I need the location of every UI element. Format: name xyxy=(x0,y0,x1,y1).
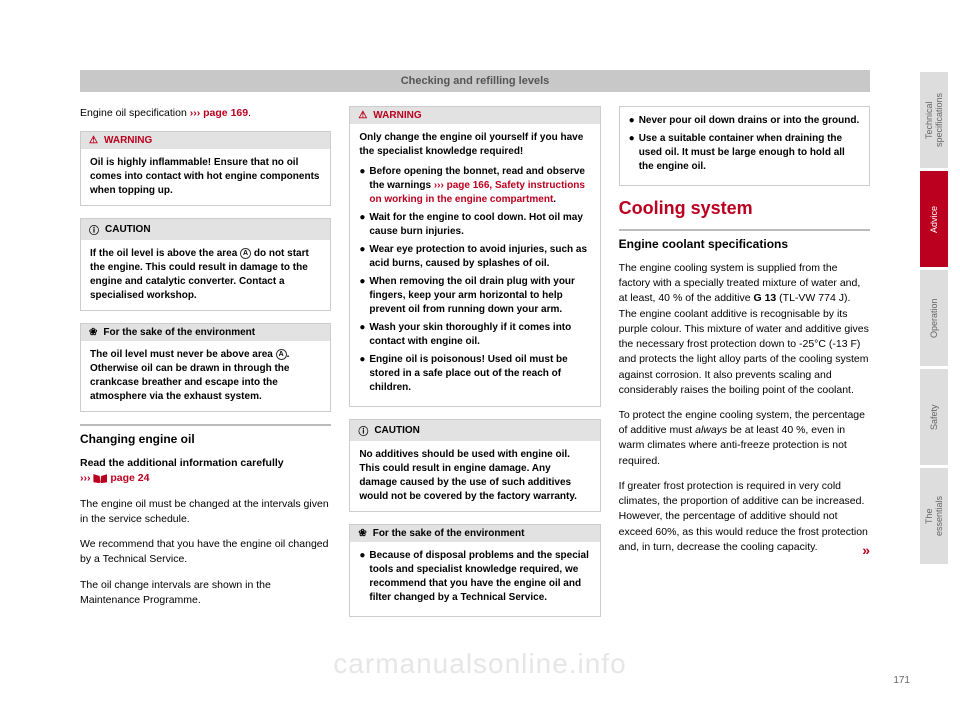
intro: Only change the engine oil yourself if y… xyxy=(359,131,590,159)
bullet-dot: ● xyxy=(629,114,635,128)
caution-label: CAUTION xyxy=(374,425,420,436)
bullet-item: ●Use a suitable container when draining … xyxy=(629,132,860,174)
area-a-icon: A xyxy=(276,349,287,360)
page-ref: page 24 xyxy=(110,472,149,484)
paragraph: The engine oil must be changed at the in… xyxy=(80,497,331,527)
caution-header: ⓘ CAUTION xyxy=(81,219,330,240)
paragraph: To protect the engine cooling system, th… xyxy=(619,408,870,469)
bullet-item: ●When removing the oil drain plug with y… xyxy=(359,275,590,317)
side-tabs: Technical specifications Advice Operatio… xyxy=(920,72,948,564)
warning-body: Only change the engine oil yourself if y… xyxy=(350,124,599,406)
continue-arrow-icon: » xyxy=(862,540,870,560)
bullet-dot: ● xyxy=(359,243,365,271)
env-header: ❀ For the sake of the environment xyxy=(81,324,330,341)
additive-name: G 13 xyxy=(754,292,777,304)
tab-essentials[interactable]: The essentials xyxy=(920,468,948,564)
flower-icon: ❀ xyxy=(89,327,97,338)
caution-header: ⓘ CAUTION xyxy=(350,420,599,441)
environment-box: ❀ For the sake of the environment ●Becau… xyxy=(349,524,600,617)
caution-body: No additives should be used with engine … xyxy=(350,441,599,511)
env-body: ●Because of disposal problems and the sp… xyxy=(350,542,599,616)
caution-box: ⓘ CAUTION No additives should be used wi… xyxy=(349,419,600,512)
text: Wash your skin thoroughly if it comes in… xyxy=(369,321,590,349)
tab-safety[interactable]: Safety xyxy=(920,369,948,465)
bullet-dot: ● xyxy=(359,275,365,317)
bullet-dot: ● xyxy=(359,211,365,239)
text: Use a suitable container when draining t… xyxy=(639,132,860,174)
text: Wear eye protection to avoid injuries, s… xyxy=(369,243,590,271)
text: Engine oil specification xyxy=(80,107,190,119)
bullet-dot: ● xyxy=(359,165,365,207)
page-ref: ››› page 169 xyxy=(190,107,248,119)
warning-box: ⚠ WARNING Oil is highly inflammable! Ens… xyxy=(80,131,331,206)
column-2: ⚠ WARNING Only change the engine oil you… xyxy=(349,106,600,629)
info-icon: ⓘ xyxy=(358,423,368,438)
text: The oil level must never be above area xyxy=(90,349,276,360)
coolant-spec-heading: Engine coolant specifications xyxy=(619,229,870,251)
text: When removing the oil drain plug with yo… xyxy=(369,275,590,317)
text: . xyxy=(248,107,251,119)
caution-body: If the oil level is above the area A do … xyxy=(81,240,330,310)
tab-technical-specifications[interactable]: Technical specifications xyxy=(920,72,948,168)
text: If the oil level is above the area xyxy=(90,248,240,259)
tab-advice[interactable]: Advice xyxy=(920,171,948,267)
emphasis: always xyxy=(695,424,727,436)
bullet-item: ●Wear eye protection to avoid injuries, … xyxy=(359,243,590,271)
text: Because of disposal problems and the spe… xyxy=(369,549,590,605)
warning-label: WARNING xyxy=(104,135,152,146)
bullet-dot: ● xyxy=(359,353,365,395)
area-a-icon: A xyxy=(240,248,251,259)
text: Never pour oil down drains or into the g… xyxy=(639,114,860,128)
bullet-item: ●Wait for the engine to cool down. Hot o… xyxy=(359,211,590,239)
caution-box: ⓘ CAUTION If the oil level is above the … xyxy=(80,218,331,311)
bullet-item: ●Before opening the bonnet, read and obs… xyxy=(359,165,590,207)
bullet-dot: ● xyxy=(359,549,365,605)
warning-header: ⚠ WARNING xyxy=(81,132,330,149)
text: Read the additional information carefull… xyxy=(80,457,284,469)
text: Engine oil is poisonous! Used oil must b… xyxy=(369,353,590,395)
chevrons: ››› xyxy=(80,472,91,484)
cooling-system-title: Cooling system xyxy=(619,198,870,219)
bullet-item: ●Wash your skin thoroughly if it comes i… xyxy=(359,321,590,349)
content-columns: Engine oil specification ››› page 169. ⚠… xyxy=(80,106,870,629)
warning-icon: ⚠ xyxy=(89,135,98,146)
warning-label: WARNING xyxy=(373,110,421,121)
page-content: Checking and refilling levels Engine oil… xyxy=(80,70,870,670)
tab-operation[interactable]: Operation xyxy=(920,270,948,366)
read-additional: Read the additional information carefull… xyxy=(80,456,331,486)
bullet-dot: ● xyxy=(359,321,365,349)
paragraph: If greater frost protection is required … xyxy=(619,479,870,555)
changing-oil-heading: Changing engine oil xyxy=(80,424,331,446)
section-header: Checking and refilling levels xyxy=(80,70,870,92)
environment-box: ❀ For the sake of the environment The oi… xyxy=(80,323,331,412)
column-3: ● Never pour oil down drains or into the … xyxy=(619,106,870,629)
bullet-item: ● Never pour oil down drains or into the … xyxy=(629,114,860,128)
bullet-item: ●Because of disposal problems and the sp… xyxy=(359,549,590,605)
warning-body: Oil is highly inflammable! Ensure that n… xyxy=(81,149,330,205)
continuation-box: ● Never pour oil down drains or into the … xyxy=(619,106,870,186)
warning-header: ⚠ WARNING xyxy=(350,107,599,124)
page-number: 171 xyxy=(893,675,910,686)
warning-box: ⚠ WARNING Only change the engine oil you… xyxy=(349,106,600,407)
cont-body: ● Never pour oil down drains or into the … xyxy=(620,107,869,185)
warning-icon: ⚠ xyxy=(358,110,367,121)
bullet-item: ●Engine oil is poisonous! Used oil must … xyxy=(359,353,590,395)
env-body: The oil level must never be above area A… xyxy=(81,341,330,411)
bullet-dot: ● xyxy=(629,132,635,174)
caution-label: CAUTION xyxy=(105,224,151,235)
paragraph: We recommend that you have the engine oi… xyxy=(80,537,331,567)
env-label: For the sake of the environment xyxy=(373,528,525,539)
column-1: Engine oil specification ››› page 169. ⚠… xyxy=(80,106,331,629)
engine-oil-spec-line: Engine oil specification ››› page 169. xyxy=(80,106,331,121)
paragraph: The oil change intervals are shown in th… xyxy=(80,578,331,608)
info-icon: ⓘ xyxy=(89,222,99,237)
paragraph: The engine cooling system is supplied fr… xyxy=(619,261,870,398)
flower-icon: ❀ xyxy=(358,528,366,539)
book-icon xyxy=(93,474,107,483)
env-header: ❀ For the sake of the environment xyxy=(350,525,599,542)
text: Before opening the bonnet, read and obse… xyxy=(369,165,590,207)
text: Wait for the engine to cool down. Hot oi… xyxy=(369,211,590,239)
env-label: For the sake of the environment xyxy=(103,327,255,338)
